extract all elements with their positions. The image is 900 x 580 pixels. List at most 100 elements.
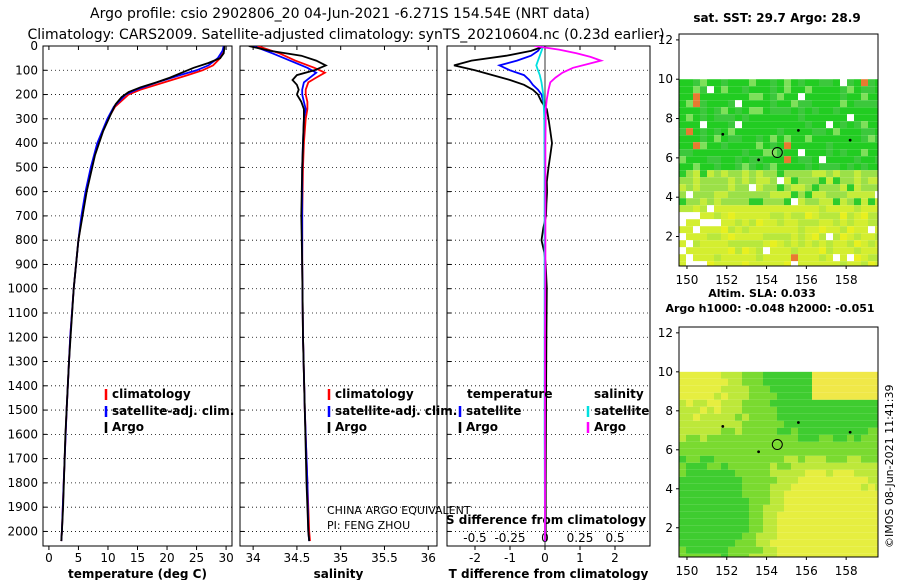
sla-cell [763,546,770,554]
sst-cell [875,247,878,255]
sst-cell [812,135,819,143]
sst-cell [721,198,728,206]
sst-cell [868,240,875,248]
sst-cell [791,212,798,220]
sla-cell [756,392,763,400]
sla-cell [728,413,735,421]
sst-cell [791,240,798,248]
sst-cell [735,128,742,136]
sla-cell [875,371,878,379]
sst-cell [721,212,728,220]
sst-cell [868,233,875,241]
sla-cell [728,511,735,519]
sla-cell [763,539,770,547]
sla-cell [686,455,693,463]
sla-cell [805,511,812,519]
sla-cell [679,469,686,477]
sst-cell [693,184,700,192]
sst-cell [700,121,707,129]
depth-tick-label: 1500 [7,403,38,417]
sla-cell [686,413,693,421]
sla-cell [686,420,693,428]
sst-cell [749,156,756,164]
sla-cell [833,553,840,557]
sla-cell [840,546,847,554]
sla-cell [833,490,840,498]
sla-cell [875,504,878,512]
sst-cell [819,149,826,157]
sst-cell [693,114,700,122]
sst-cell [742,170,749,178]
sla-cell [777,490,784,498]
sst-cell [819,86,826,94]
sst-cell [721,79,728,87]
sla-cell [777,392,784,400]
sla-cell [742,434,749,442]
sla-cell [854,462,861,470]
sst-cell [840,156,847,164]
sla-cell [826,511,833,519]
sla-cell [770,462,777,470]
sla-cell [777,553,784,557]
sst-cell [707,226,714,234]
sst-cell [735,219,742,227]
sst-cell [756,247,763,255]
sst-cell [686,114,693,122]
sla-cell [700,504,707,512]
sst-cell [700,100,707,108]
depth-tick-label: 300 [15,112,38,126]
sla-cell [812,448,819,456]
sla-ytick-label: 10 [658,365,673,379]
sla-cell [868,532,875,540]
sla-argo-location-marker [771,439,783,451]
figure-title-line-1: Argo profile: csio 2902806_20 04-Jun-202… [90,6,590,22]
depth-tick-label: 1600 [7,427,38,441]
sst-cell [798,247,805,255]
sst-cell [721,149,728,157]
sla-cell [833,427,840,435]
sst-cell [777,240,784,248]
sla-cell [679,434,686,442]
sla-cell [798,546,805,554]
sst-cell [686,219,693,227]
sla-cell [756,539,763,547]
sst-cell [686,233,693,241]
sla-cell [812,413,819,421]
sst-cell [749,254,756,262]
sla-cell [854,539,861,547]
sst-cell [812,212,819,220]
sla-cell [798,553,805,557]
sst-cell [784,170,791,178]
sla-cell [805,469,812,477]
sla-cell [721,399,728,407]
sst-cell [686,184,693,192]
sla-cell [784,553,791,557]
sla-cell [714,406,721,414]
salinity-xtick-label: 36 [421,551,436,565]
sst-cell [833,142,840,150]
sst-cell [784,205,791,213]
sst-cell [777,170,784,178]
sla-cell [770,546,777,554]
sla-cell [728,483,735,491]
sst-cell [679,247,686,255]
sla-cell [700,518,707,526]
sst-cell [854,163,861,171]
sst-cell [784,86,791,94]
sst-cell [770,261,777,266]
sst-cell [812,79,819,87]
sst-cell [714,261,721,266]
sla-cell [714,392,721,400]
sla-cell [756,518,763,526]
sla-cell [679,399,686,407]
sla-cell [777,427,784,435]
sla-cell [805,413,812,421]
sst-cell [854,198,861,206]
sla-cell [812,385,819,393]
sla-cell [756,378,763,386]
sst-cell [742,156,749,164]
sst-cell [784,100,791,108]
sst-cell [763,247,770,255]
sst-cell [791,86,798,94]
sst-cell [707,254,714,262]
